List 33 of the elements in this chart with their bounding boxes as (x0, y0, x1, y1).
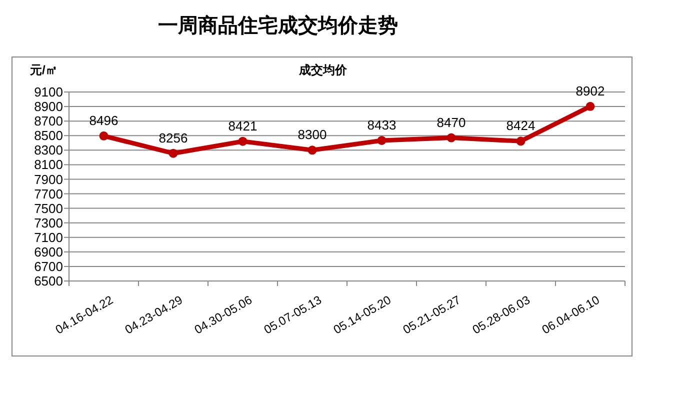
y-tick-label: 9100 (34, 84, 63, 100)
point (99, 131, 108, 140)
y-tick-label: 7300 (34, 215, 63, 230)
chart-title: 一周商品住宅成交均价走势 (158, 14, 398, 37)
y-tick-label: 7900 (34, 172, 63, 187)
data-label: 8902 (576, 83, 605, 98)
y-tick-label: 8500 (34, 128, 63, 144)
point (516, 136, 526, 146)
point (446, 133, 456, 142)
point (168, 148, 178, 158)
y-tick-label: 8700 (34, 114, 63, 129)
data-label: 8424 (506, 118, 536, 134)
data-label: 8470 (436, 114, 466, 130)
y-tick-label: 6700 (34, 259, 63, 274)
data-label: 8421 (228, 118, 258, 134)
y-tick-label: 7700 (34, 186, 63, 202)
point (308, 146, 317, 155)
y-tick-label: 6500 (34, 274, 63, 289)
chart-subtitle: 成交均价 (298, 63, 348, 77)
y-tick-label: 8100 (34, 157, 63, 172)
y-tick-label: 8300 (34, 142, 63, 158)
y-tick-label: 7100 (34, 230, 63, 245)
data-label: 8433 (367, 117, 396, 132)
y-tick-label: 6900 (34, 244, 63, 260)
data-label: 8300 (298, 127, 327, 142)
data-label: 8496 (89, 112, 118, 128)
y-tick-label: 8900 (34, 99, 63, 114)
y-tick-label: 7500 (34, 200, 63, 216)
point (377, 136, 386, 145)
point (586, 102, 595, 111)
y-axis-title: 元/㎡ (29, 63, 58, 77)
data-label: 8256 (158, 130, 188, 146)
point (238, 136, 248, 146)
